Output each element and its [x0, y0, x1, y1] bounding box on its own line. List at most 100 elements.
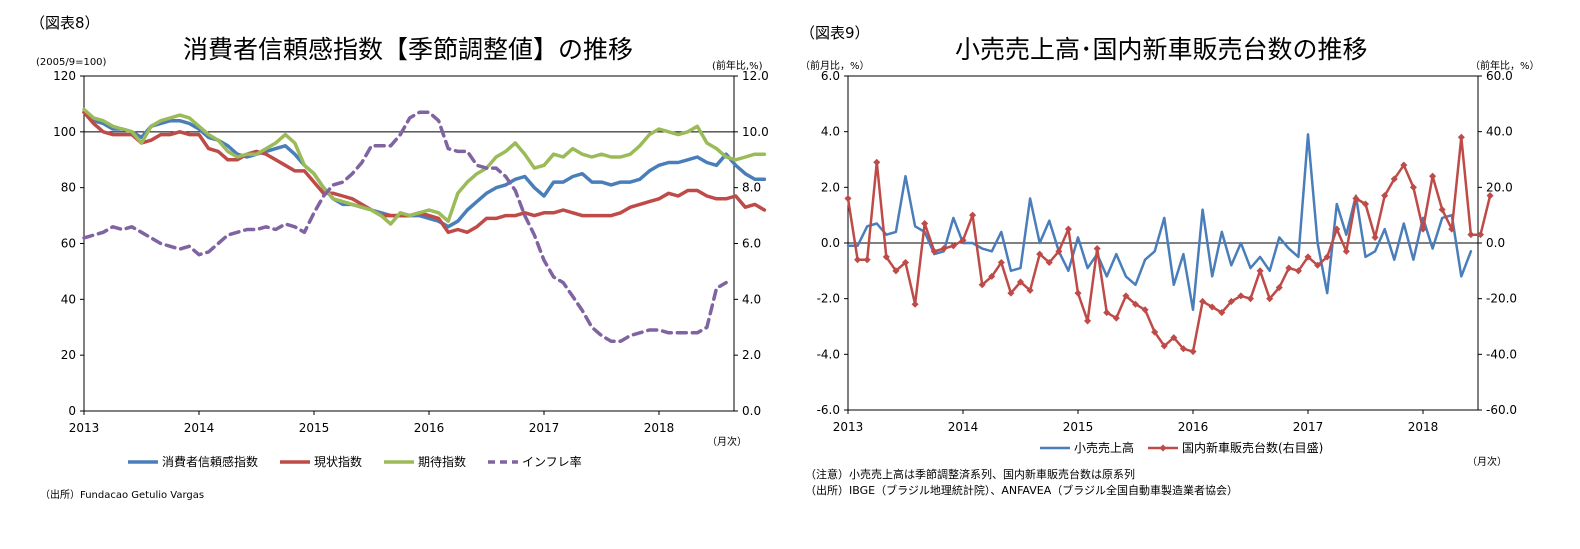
series-point [949, 242, 957, 250]
y-left-tick-label: 0.0 [821, 236, 840, 250]
y-right-tick-label: 8.0 [742, 181, 761, 195]
series-point [873, 158, 881, 166]
y-left-tick-label: -6.0 [817, 403, 840, 417]
x-tick-label: 2013 [833, 420, 864, 434]
x-axis-unit: （月次） [707, 437, 747, 448]
legend-label: 消費者信頼感指数 [162, 454, 258, 469]
series-point [1199, 297, 1207, 305]
y-left-tick-label: 120 [53, 69, 76, 83]
series-point [1064, 225, 1072, 233]
series-point [1381, 192, 1389, 200]
series-point [1400, 161, 1408, 169]
figure-label: （図表8） [30, 14, 100, 32]
y-right-tick-label: -20.0 [1486, 292, 1517, 306]
x-tick-label: 2014 [184, 421, 215, 435]
right-axis-unit: (前年比,%) [712, 61, 763, 72]
series-point [1323, 253, 1331, 261]
series-point [940, 245, 948, 253]
y-right-tick-label: 20.0 [1486, 180, 1513, 194]
y-right-tick-label: 0.0 [1486, 236, 1505, 250]
chart-panel-retail-sales: （図表9） 小売売上高･国内新車販売台数の推移 （前月比，%） （前年比，%） … [790, 0, 1580, 549]
y-left-tick-label: -4.0 [817, 347, 840, 361]
y-right-tick-label: 4.0 [742, 292, 761, 306]
series-point [1141, 306, 1149, 314]
note-source: （出所）IBGE（ブラジル地理統計院）、ANFAVEA（ブラジル全国自動車製造業… [805, 484, 1239, 497]
y-right-tick-label: 6.0 [742, 237, 761, 251]
series-point [1016, 278, 1025, 286]
series-line-小売売上高 [846, 133, 1473, 312]
x-tick-label: 2016 [1178, 420, 1209, 434]
figure-label: （図表9） [800, 24, 870, 42]
y-left-tick-label: 100 [53, 125, 76, 139]
chart-panel-consumer-confidence: （図表8） 消費者信頼感指数【季節調整値】の推移 (2005/9=100) (前… [30, 14, 769, 501]
y-right-tick-label: 2.0 [742, 348, 761, 362]
series-point [959, 236, 967, 244]
series-point [997, 258, 1005, 267]
series-point [969, 211, 977, 219]
y-left-tick-label: 60 [61, 237, 76, 251]
series-point [901, 258, 910, 267]
y-right-tick-label: -40.0 [1486, 347, 1517, 361]
series-point [1371, 233, 1379, 241]
legend-label: 現状指数 [314, 454, 362, 469]
x-tick-label: 2018 [1408, 420, 1439, 434]
legend-label: インフレ率 [522, 454, 582, 469]
series-point [1409, 183, 1417, 191]
series-point [1429, 172, 1437, 180]
y-left-tick-label: 4.0 [821, 125, 840, 139]
series-point [844, 194, 852, 203]
source-note: （出所）Fundacao Getulio Vargas [40, 490, 205, 501]
series-point [911, 300, 919, 308]
y-left-tick-label: 20 [61, 348, 76, 362]
series-point [1036, 250, 1044, 258]
retail-sales-line-chart: -6.0 -4.0 -2.0 0.0 2.0 4.0 6.0 -60.0 -40.0 -20.0 0… [817, 69, 1517, 455]
series-point [1093, 245, 1101, 253]
y-right-tick-label: 40.0 [1486, 125, 1513, 139]
y-right-tick-label: 60.0 [1486, 69, 1513, 83]
x-tick-label: 2017 [1293, 420, 1324, 434]
series-point [1246, 295, 1255, 303]
series-point [1007, 289, 1015, 297]
series-point [1084, 317, 1092, 325]
series-point [1189, 348, 1197, 356]
y-right-tick-label: 0.0 [742, 404, 761, 418]
x-tick-label: 2017 [529, 421, 560, 435]
series-point [1122, 292, 1130, 300]
series-point [1457, 133, 1465, 141]
y-right-tick-label: -60.0 [1486, 403, 1517, 417]
series-point [1170, 334, 1178, 342]
series-point [1294, 267, 1302, 275]
series-line-期待指数 [82, 107, 767, 226]
series-point [1256, 267, 1264, 275]
series-point [854, 256, 862, 264]
series-point [1208, 303, 1216, 311]
series-point [1179, 345, 1187, 353]
legend-label: 小売売上高 [1074, 440, 1134, 455]
series-point [1352, 194, 1360, 203]
series-line-インフレ率 [82, 110, 728, 343]
y-left-tick-label: 2.0 [821, 180, 840, 194]
series-point [1314, 261, 1322, 269]
series-point [1266, 295, 1274, 303]
series-point [1151, 328, 1159, 336]
legend-marker [1159, 444, 1167, 452]
series-point [1486, 192, 1494, 200]
series-line-現状指数 [82, 110, 767, 235]
x-tick-label: 2013 [69, 421, 100, 435]
series-point [1112, 314, 1120, 322]
x-tick-label: 2016 [414, 421, 445, 435]
series-point [1026, 286, 1034, 294]
series-point [1285, 264, 1293, 272]
y-right-tick-label: 12.0 [742, 69, 769, 83]
series-point [1074, 289, 1082, 297]
note-caution: （注意）小売売上高は季節調整済系列、国内新車販売台数は原系列 [805, 468, 1135, 481]
x-axis-unit: （月次） [1467, 457, 1507, 468]
series-point [1227, 297, 1235, 305]
y-right-tick-label: 10.0 [742, 125, 769, 139]
left-axis-unit: （前月比，%） [800, 61, 870, 72]
series-point [1438, 206, 1446, 214]
legend-label: 期待指数 [418, 454, 466, 469]
series-point [988, 272, 996, 280]
y-left-tick-label: 40 [61, 292, 76, 306]
x-tick-label: 2014 [948, 420, 979, 434]
